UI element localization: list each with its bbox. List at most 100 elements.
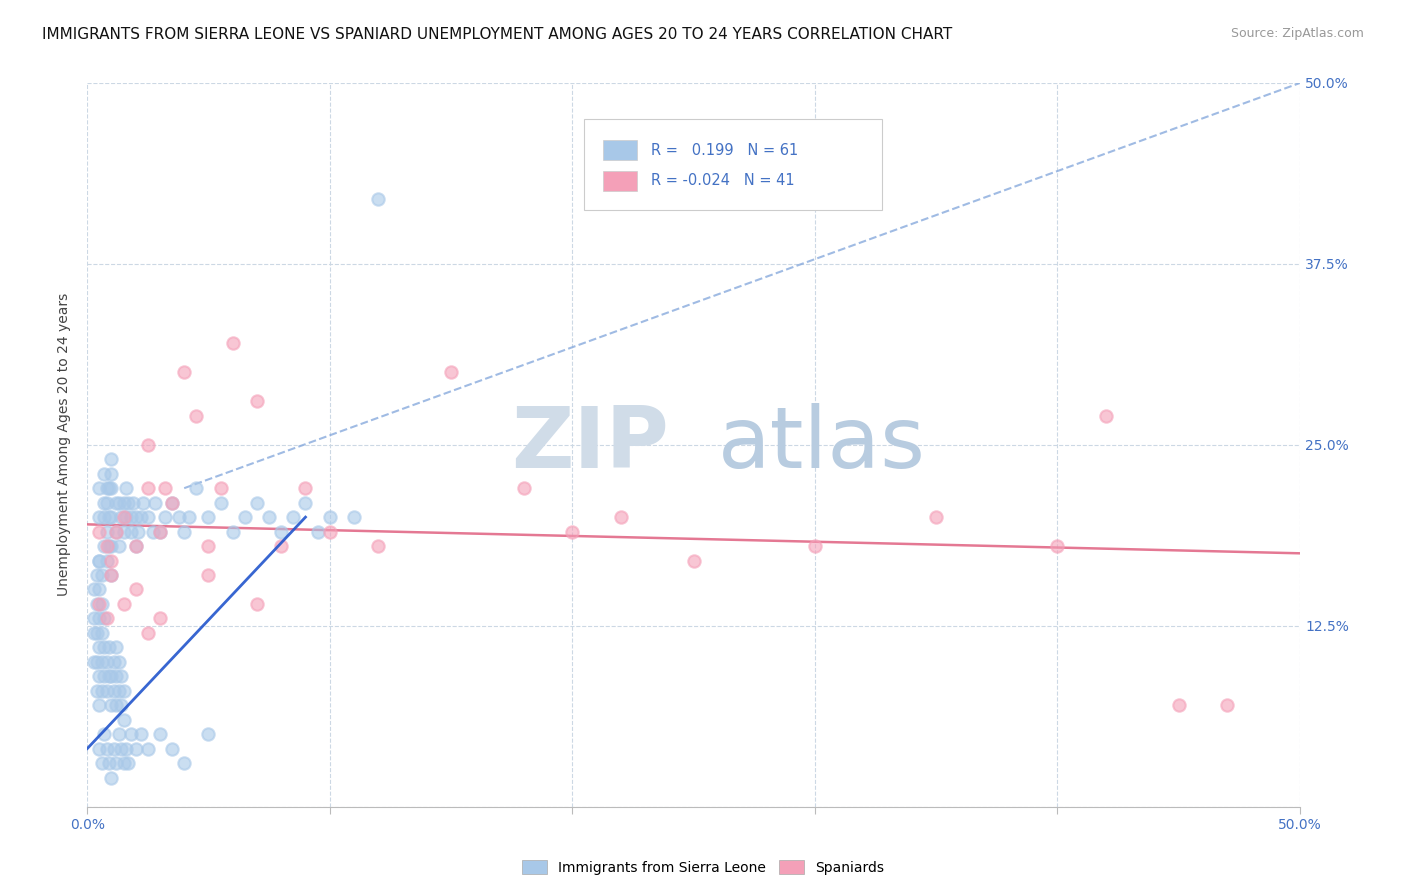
FancyBboxPatch shape [603, 170, 637, 191]
Point [283, 510, 305, 524]
Point [124, 510, 146, 524]
Point [83, 582, 105, 597]
Point [93, 510, 115, 524]
Point [112, 597, 135, 611]
Point [89, 741, 111, 756]
Point [90, 568, 112, 582]
Point [294, 481, 316, 495]
Point [86, 568, 108, 582]
Point [90, 626, 112, 640]
Point [98, 669, 121, 683]
Point [96, 496, 118, 510]
Point [105, 669, 128, 683]
Point [136, 741, 159, 756]
Point [270, 524, 292, 539]
Point [367, 539, 389, 553]
Y-axis label: Unemployment Among Ages 20 to 24 years: Unemployment Among Ages 20 to 24 years [58, 293, 72, 597]
Point [1046, 539, 1069, 553]
Point [610, 510, 633, 524]
Point [112, 496, 135, 510]
Point [233, 510, 256, 524]
Point [83, 626, 105, 640]
Point [103, 655, 125, 669]
Point [117, 496, 139, 510]
Text: R = -0.024   N = 41: R = -0.024 N = 41 [651, 173, 794, 188]
Point [129, 727, 152, 741]
Point [120, 510, 142, 524]
Point [246, 597, 269, 611]
Point [246, 496, 269, 510]
Point [96, 553, 118, 567]
Point [136, 438, 159, 452]
Text: Source: ZipAtlas.com: Source: ZipAtlas.com [1230, 27, 1364, 40]
Point [93, 727, 115, 741]
Point [107, 539, 129, 553]
Point [209, 496, 232, 510]
Point [270, 539, 292, 553]
Point [117, 756, 139, 771]
Point [115, 481, 138, 495]
Point [149, 611, 172, 625]
Point [90, 756, 112, 771]
Point [105, 524, 128, 539]
Point [98, 756, 121, 771]
Point [257, 510, 280, 524]
Point [110, 510, 132, 524]
Point [197, 510, 219, 524]
Point [105, 496, 128, 510]
Text: ZIP: ZIP [512, 403, 669, 486]
Point [96, 655, 118, 669]
FancyBboxPatch shape [585, 120, 882, 210]
Point [98, 510, 121, 524]
Legend: Immigrants from Sierra Leone, Spaniards: Immigrants from Sierra Leone, Spaniards [516, 855, 890, 880]
Point [98, 539, 121, 553]
Point [83, 611, 105, 625]
Point [124, 539, 146, 553]
Point [160, 496, 183, 510]
Point [100, 510, 122, 524]
Point [89, 510, 111, 524]
Point [90, 683, 112, 698]
Point [89, 669, 111, 683]
Point [105, 698, 128, 713]
Point [112, 756, 135, 771]
Point [115, 741, 138, 756]
Point [93, 539, 115, 553]
Point [112, 524, 135, 539]
Point [1167, 698, 1189, 713]
Point [107, 496, 129, 510]
Point [86, 655, 108, 669]
Point [107, 655, 129, 669]
Point [160, 741, 183, 756]
Point [129, 510, 152, 524]
Point [90, 597, 112, 611]
Point [149, 524, 172, 539]
Point [173, 365, 195, 379]
Point [96, 683, 118, 698]
Point [89, 698, 111, 713]
Point [319, 524, 342, 539]
Point [149, 524, 172, 539]
Point [561, 524, 583, 539]
Point [110, 698, 132, 713]
Point [112, 713, 135, 727]
Point [83, 655, 105, 669]
Point [153, 481, 176, 495]
Point [103, 683, 125, 698]
Point [107, 683, 129, 698]
Point [197, 568, 219, 582]
Point [89, 524, 111, 539]
Point [186, 409, 208, 423]
Point [89, 481, 111, 495]
Point [294, 496, 316, 510]
Point [132, 496, 155, 510]
Point [186, 481, 208, 495]
Point [115, 510, 138, 524]
Point [143, 496, 166, 510]
Text: R =   0.199   N = 61: R = 0.199 N = 61 [651, 143, 799, 158]
Point [89, 640, 111, 655]
Point [86, 683, 108, 698]
Point [89, 597, 111, 611]
Point [105, 640, 128, 655]
Point [173, 756, 195, 771]
